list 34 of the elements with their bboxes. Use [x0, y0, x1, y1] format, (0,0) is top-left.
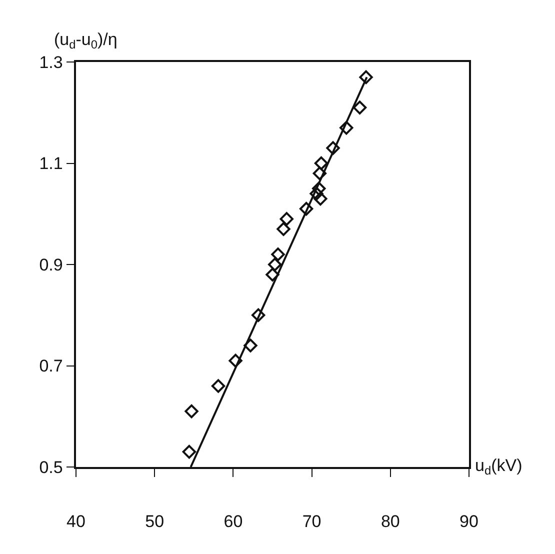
point: [211, 379, 226, 393]
y-tick-label: 0.7: [39, 356, 63, 376]
point: [314, 192, 328, 206]
y-tick-label: 0.9: [39, 255, 63, 274]
x-tick-label: 50: [145, 512, 164, 532]
x-tick-label: 90: [460, 512, 478, 532]
point: [280, 212, 294, 226]
point: [340, 120, 354, 135]
point: [271, 248, 285, 262]
x-tick-label: 60: [224, 512, 243, 532]
x-tick-label: 40: [66, 512, 86, 532]
x-tick-label: 70: [302, 512, 322, 532]
point: [276, 222, 290, 236]
point: [326, 141, 340, 155]
point: [312, 182, 326, 196]
point: [252, 308, 266, 322]
point: [310, 186, 324, 200]
point: [228, 354, 242, 368]
point: [359, 70, 373, 84]
x-tick-label: 80: [380, 512, 400, 532]
y-tick-label: 1.1: [39, 154, 63, 174]
point: [266, 268, 280, 282]
y-tick-label: 0.5: [39, 458, 63, 477]
point: [314, 156, 328, 170]
y-tick-label: 1.3: [39, 52, 63, 72]
point: [312, 166, 327, 180]
x-axis-title: u$_{d}$(kV): [475, 456, 522, 478]
point: [182, 444, 196, 459]
point: [268, 258, 282, 272]
point: [244, 338, 258, 352]
point: [299, 202, 314, 216]
y-axis-title: (u$_{d}$-u$_{0}$)/η: [54, 30, 118, 52]
point: [184, 404, 198, 418]
point: [352, 100, 367, 114]
